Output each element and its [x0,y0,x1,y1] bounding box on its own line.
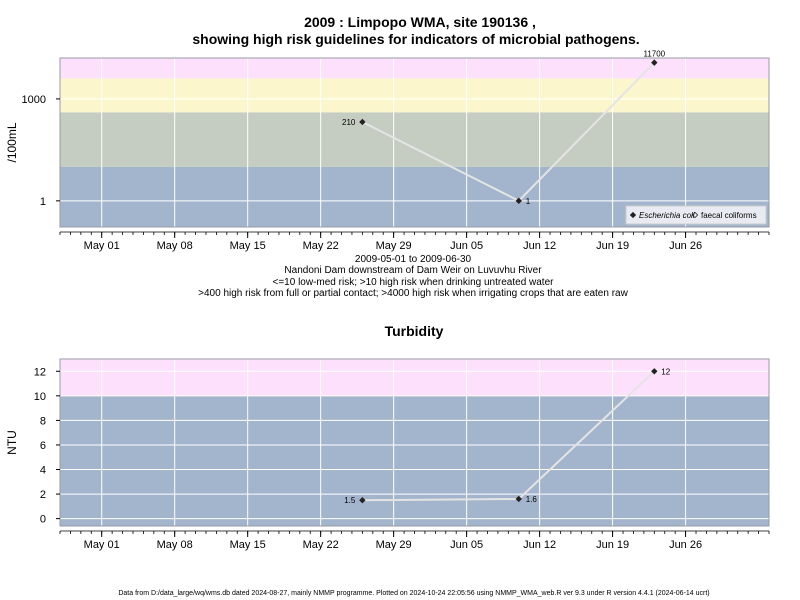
x-tick-label: Jun 26 [669,539,702,551]
data-point [651,368,658,375]
chart-title-line1: 2009 : Limpopo WMA, site 190136 , [304,14,536,30]
data-label: 210 [342,118,356,127]
y-tick-label: 6 [40,440,46,452]
caption-guideline-contact: >400 high risk from full or partial cont… [198,288,628,299]
microbial-chart: 1 1000 May 01 May 08 May 15 May 22 May 29 Jun 0… [5,50,770,252]
caption-guideline-drinking: <=10 low-med risk; >10 high risk when dr… [273,277,555,288]
x-tick-label: May 01 [84,539,120,551]
x-tick-label: May 08 [157,240,193,252]
data-point [651,59,658,66]
y-tick-label: 2 [40,489,46,501]
y-tick-label: 4 [40,465,46,477]
footer-note: Data from D:/data_large/wq/wms.db dated … [118,590,709,597]
x-tick-label: May 01 [84,240,120,252]
risk-band-sage [60,112,769,167]
data-point [359,497,366,504]
x-tick-label: Jun 12 [523,539,556,551]
x-tick-label: May 29 [376,539,412,551]
legend-box [625,205,767,225]
data-label: 11700 [643,50,665,59]
caption-date-range: 2009-05-01 to 2009-06-30 [355,254,472,265]
x-tick-label: Jun 19 [596,539,629,551]
plot-area [60,359,769,526]
data-label: 1.6 [526,495,538,504]
risk-band-yellow [60,78,769,113]
data-label: 1 [526,197,531,206]
risk-band-pink [60,58,769,79]
x-tick-label: Jun 12 [523,240,556,252]
chart-title-line2: showing high risk guidelines for indicat… [192,31,639,47]
x-tick-label: Jun 05 [450,539,483,551]
data-label: 1.5 [344,496,356,505]
legend-entry: faecal coliforms [701,211,757,220]
legend-marker [629,211,637,219]
x-tick-label: May 22 [303,240,339,252]
y-tick-label: 12 [34,366,46,378]
caption-site: Nandoni Dam downstream of Dam Weir on Lu… [284,265,542,276]
data-point [515,495,522,503]
y-tick-label: 1 [40,196,46,208]
data-point [515,197,522,205]
risk-band-blue [60,395,769,526]
y-axis-label: /100mL [5,122,19,162]
x-tick-label: Jun 26 [669,240,702,252]
x-tick-label: Jun 19 [596,240,629,252]
turbidity-chart: 0 2 4 6 8 10 12 May 01 May 08 May 15 May 22 May 29 J… [5,358,770,551]
y-tick-label: 10 [34,391,46,403]
y-tick-label: 8 [40,415,46,427]
x-tick-label: May 15 [230,240,266,252]
y-tick-label: 0 [40,514,46,526]
x-tick-label: May 29 [376,240,412,252]
data-point [359,118,366,126]
legend-marker [691,211,699,219]
plot-frame [59,57,770,228]
x-tick-label: Jun 05 [450,240,483,252]
y-axis-label: NTU [5,430,19,455]
x-tick-label: May 22 [303,539,339,551]
legend: Escherichia coli faecal coliforms [625,205,767,225]
turbidity-title: Turbidity [385,323,444,339]
plot-area [60,58,769,227]
x-tick-label: May 08 [157,539,193,551]
risk-band-pink [60,359,769,396]
data-label: 12 [661,367,670,376]
x-tick-label: May 15 [230,539,266,551]
plot-frame [59,358,770,527]
y-tick-label: 1000 [22,94,46,106]
legend-entry: Escherichia coli [639,211,695,220]
